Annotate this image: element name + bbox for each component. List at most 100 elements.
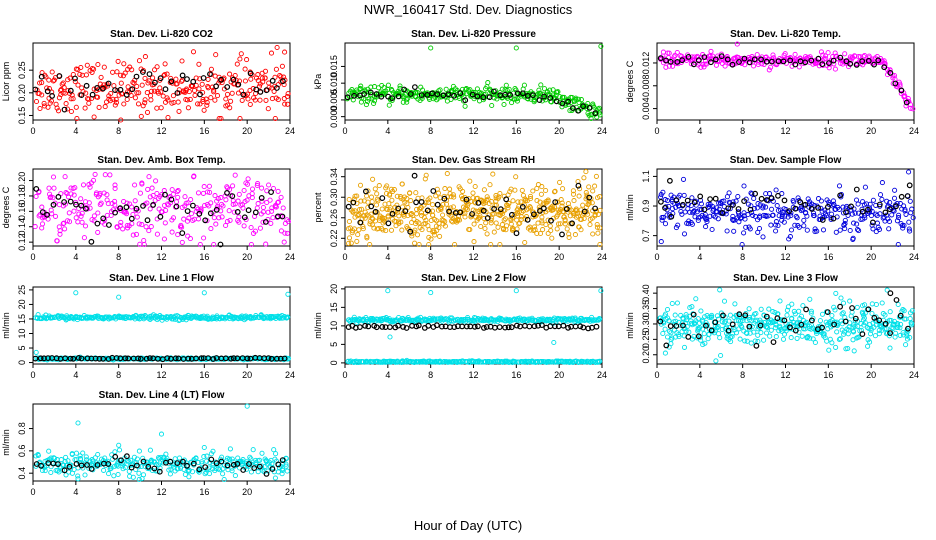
data-point [856, 228, 862, 234]
data-point [232, 201, 238, 207]
data-point [178, 222, 184, 228]
data-point [727, 312, 733, 318]
data-point [146, 228, 152, 234]
data-point [274, 85, 280, 91]
x-tick-label: 16 [199, 252, 209, 262]
x-tick-label: 8 [116, 252, 121, 262]
data-point [49, 69, 55, 75]
data-point [91, 213, 97, 219]
x-tick-label: 0 [342, 126, 347, 136]
outlier-point [490, 171, 496, 177]
outlier-point [116, 294, 122, 300]
data-point [758, 56, 764, 63]
data-point [213, 466, 219, 472]
data-point [104, 192, 110, 198]
x-tick-label: 0 [30, 370, 35, 380]
data-point [280, 205, 286, 211]
data-point [105, 356, 112, 362]
data-point [737, 336, 743, 342]
y-tick-label: 0.14 [17, 218, 27, 236]
data-point [852, 323, 858, 330]
data-point [431, 96, 437, 102]
data-point [829, 312, 835, 319]
x-tick-label: 8 [740, 370, 745, 380]
data-point [890, 207, 896, 213]
data-point [451, 324, 458, 331]
data-point [578, 227, 584, 233]
data-point [701, 64, 707, 70]
data-point [807, 296, 813, 302]
data-point [218, 195, 224, 201]
y-tick-label: 0.012 [641, 52, 651, 75]
data-point [897, 312, 904, 319]
outlier-point [598, 43, 604, 49]
data-point [559, 203, 565, 209]
data-point [268, 355, 275, 362]
data-point [82, 472, 88, 478]
data-point [506, 86, 512, 92]
data-point [162, 86, 169, 93]
data-point [472, 200, 479, 206]
data-point [399, 181, 405, 187]
data-point [499, 86, 505, 92]
data-point [504, 223, 510, 229]
data-point [476, 214, 482, 221]
data-point [842, 318, 849, 325]
x-tick-label: 12 [780, 126, 790, 136]
data-point [37, 105, 43, 112]
data-point [170, 93, 176, 99]
data-point [248, 456, 254, 462]
data-point [386, 201, 392, 207]
series-2 [344, 84, 599, 117]
data-point [659, 217, 665, 223]
data-point [35, 452, 41, 459]
data-point [886, 218, 893, 225]
data-point [37, 80, 43, 86]
data-point [873, 301, 879, 308]
data-point [527, 196, 534, 202]
data-point [55, 461, 61, 468]
data-point [812, 339, 818, 346]
data-point [237, 56, 243, 62]
data-point [188, 197, 194, 203]
data-point [462, 214, 468, 220]
x-tick-label: 4 [385, 370, 390, 380]
data-point [577, 186, 583, 192]
data-point [491, 229, 497, 235]
data-point [429, 90, 436, 97]
data-point [558, 197, 564, 203]
data-point [460, 188, 466, 194]
data-point [346, 240, 352, 246]
data-point [217, 241, 224, 248]
series-1 [658, 41, 916, 112]
data-point [62, 355, 69, 362]
data-point [904, 333, 910, 339]
data-point [432, 232, 438, 238]
outlier-point [385, 288, 391, 294]
data-point [657, 55, 664, 62]
data-point [191, 87, 198, 94]
data-point [84, 462, 90, 468]
data-point [781, 317, 788, 324]
x-tick-label: 16 [199, 370, 209, 380]
data-point [275, 188, 281, 194]
data-point [852, 315, 859, 322]
data-point [597, 207, 603, 213]
data-point [78, 92, 85, 98]
data-point [49, 315, 55, 321]
x-tick-label: 4 [385, 252, 390, 262]
data-point [256, 463, 263, 470]
data-point [865, 206, 871, 213]
y-tick-label: 0.22 [329, 230, 339, 248]
data-point [214, 198, 220, 204]
data-point [905, 328, 911, 334]
data-point [590, 318, 596, 324]
data-point [169, 229, 175, 235]
data-point [549, 235, 555, 241]
data-point [538, 82, 544, 88]
y-tick-label: 0.9 [641, 200, 651, 213]
data-point [158, 454, 164, 460]
data-point [403, 325, 410, 331]
data-point [196, 61, 202, 67]
data-point [710, 53, 716, 59]
